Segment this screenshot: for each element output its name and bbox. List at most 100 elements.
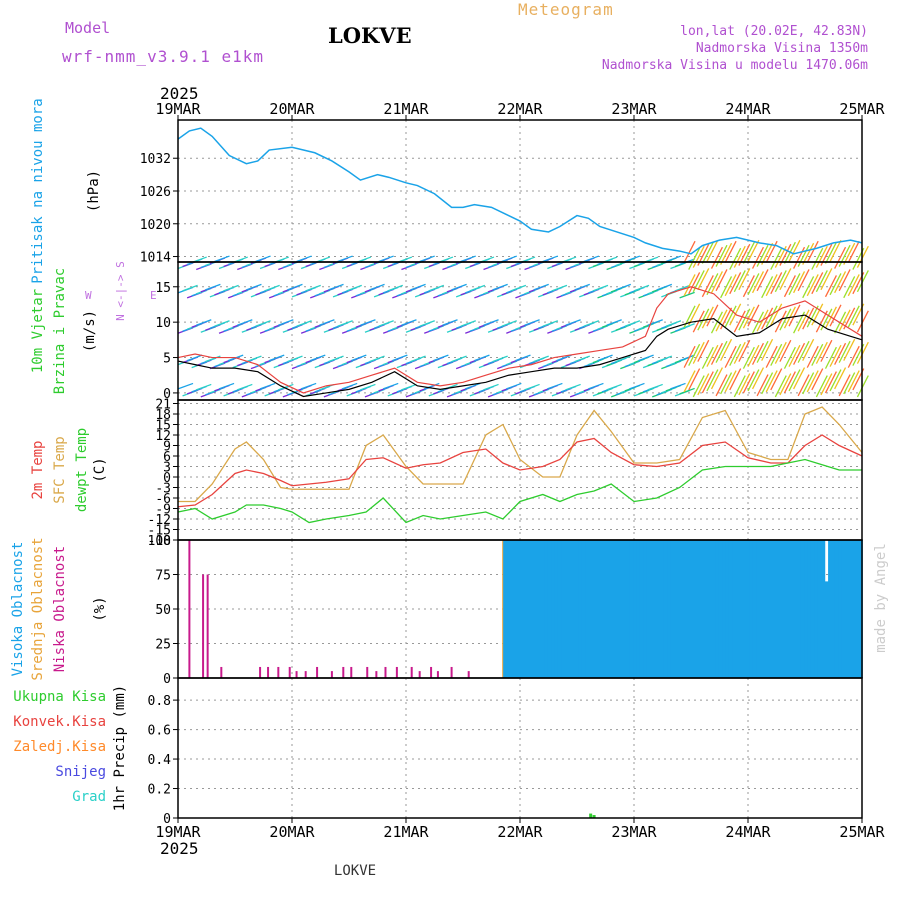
- precip-bar: [592, 815, 596, 818]
- x-tick-label-bottom: 21MAR: [383, 823, 429, 841]
- wind-barb: [829, 239, 842, 262]
- wind-barb: [542, 320, 559, 327]
- x-tick-label-top: 24MAR: [725, 100, 771, 118]
- wind-barb: [583, 320, 600, 327]
- wind-barb: [633, 284, 650, 292]
- wind-barb: [824, 346, 837, 369]
- wind-barb: [710, 311, 723, 334]
- wind-barb: [802, 372, 815, 395]
- wind-barb: [811, 343, 824, 366]
- wind-barb: [843, 242, 856, 265]
- wind-barb: [524, 383, 540, 391]
- x-tick-label-top: 23MAR: [611, 100, 657, 118]
- wind-barb: [761, 242, 774, 265]
- wind-barb: [788, 304, 801, 327]
- wind-barb: [733, 245, 746, 268]
- temp-sfc-axis-label: SFC Temp: [52, 436, 68, 503]
- pressure-tick-label: 1032: [140, 152, 171, 167]
- wind-barb: [492, 355, 508, 363]
- wind-barb: [715, 269, 728, 292]
- wind-barb: [255, 320, 271, 327]
- wind-barb: [829, 273, 842, 296]
- wind-barb: [706, 344, 719, 367]
- wind-barb: [679, 354, 695, 362]
- wind-barb: [715, 309, 728, 332]
- wind-barb: [565, 319, 581, 326]
- wind-barb: [706, 304, 719, 327]
- wind-barb: [834, 342, 847, 365]
- model-label: Model: [65, 19, 111, 37]
- wind-barb: [574, 283, 590, 291]
- wind-barb: [815, 245, 828, 268]
- wind-barb: [724, 345, 737, 368]
- temp-tick-label: 3: [163, 461, 171, 476]
- wind-barb: [779, 268, 792, 291]
- wind-barb: [838, 309, 851, 332]
- temp-2m-axis-label: 2m Temp: [30, 440, 46, 499]
- temp-tick-label: 6: [163, 450, 171, 465]
- temp-sfc-line: [178, 406, 863, 503]
- wind-barb: [615, 283, 632, 291]
- wind-barb: [214, 320, 230, 327]
- cloud-tick-label: 100: [148, 534, 171, 549]
- wind-barb: [574, 355, 590, 363]
- wind-barb: [843, 276, 856, 299]
- wind-barb: [237, 319, 253, 326]
- pressure-axis-label: Pritisak na nivou mora: [30, 98, 46, 283]
- wind-barb: [733, 341, 746, 364]
- wind-barb: [788, 239, 801, 262]
- wind-barb: [697, 268, 710, 291]
- wind-barb: [710, 246, 723, 269]
- wind-barb: [774, 375, 787, 398]
- wind-barb: [756, 269, 769, 292]
- x-tick-label-top: 19MAR: [155, 100, 201, 118]
- x-tick-label-bottom: 23MAR: [611, 823, 657, 841]
- wind-barb: [793, 246, 806, 269]
- wind-barb: [824, 371, 837, 394]
- wind-barb: [720, 338, 733, 361]
- wind-barb: [847, 370, 860, 393]
- wind-barb: [770, 247, 783, 270]
- wind-barb: [802, 338, 815, 361]
- wind-barb: [501, 255, 518, 263]
- wind-barb: [774, 270, 787, 293]
- wind-barb: [715, 340, 728, 363]
- pressure-tick-label: 1026: [140, 185, 171, 200]
- wind-barb: [674, 284, 691, 292]
- wind-barb: [797, 269, 810, 292]
- wind-barb: [688, 247, 701, 270]
- wind-barb: [259, 382, 276, 390]
- wind-barb: [738, 308, 751, 331]
- wind-tick-label: 5: [163, 352, 171, 367]
- wind-barb: [742, 371, 755, 394]
- wind-barb: [369, 283, 385, 291]
- precip-legend-item: Snijeg: [55, 764, 106, 780]
- wind-barb: [806, 274, 819, 297]
- wind-barb: [838, 340, 851, 363]
- elevation-label: Nadmorska Visina 1350m: [695, 41, 868, 56]
- wind-barb: [751, 367, 765, 390]
- wind-barb: [360, 319, 376, 326]
- wind-barb: [656, 355, 673, 363]
- temp-tick-label: 0: [163, 471, 171, 486]
- wind-barb: [319, 319, 335, 326]
- wind-barb: [510, 284, 527, 292]
- wind-barb: [692, 375, 705, 398]
- wind-barb: [715, 244, 728, 267]
- wind-barb: [806, 345, 819, 368]
- wind-barb: [615, 355, 632, 363]
- wind-barb: [378, 320, 394, 327]
- wind-barb: [679, 323, 695, 330]
- wind-barb: [551, 284, 568, 292]
- wind-barb: [820, 268, 833, 291]
- wind-tick-label: 15: [155, 281, 171, 296]
- wind-barb: [724, 370, 737, 393]
- wind-barb: [797, 309, 810, 332]
- low-cloud-axis-label: Niska Oblacnost: [52, 546, 68, 672]
- wind-barb: [756, 244, 769, 267]
- wind-barb: [829, 344, 842, 367]
- wind-barb: [588, 382, 604, 390]
- x-tick-label-bottom: 25MAR: [839, 823, 885, 841]
- wind-barb: [729, 343, 742, 366]
- model-name: wrf-nmm_v3.9.1 e1km: [62, 47, 265, 66]
